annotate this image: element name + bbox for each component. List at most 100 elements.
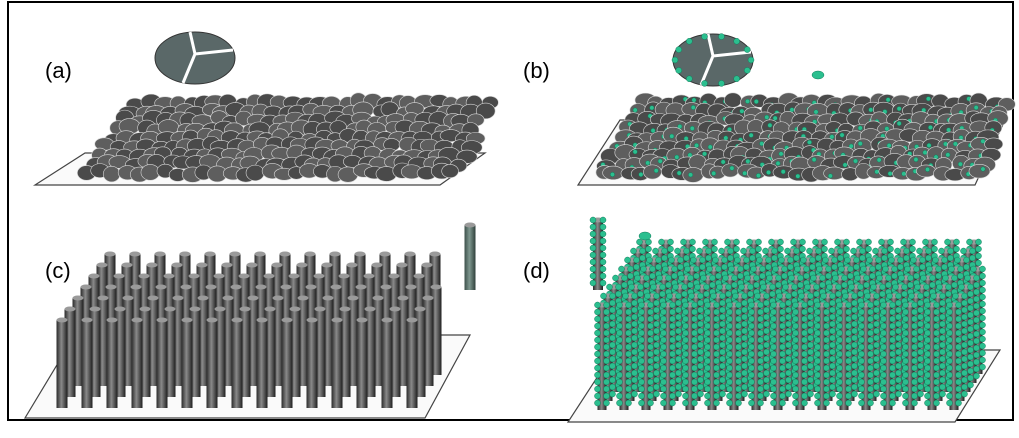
green-bead	[691, 364, 698, 372]
green-bead	[868, 107, 874, 113]
rod-top	[231, 317, 243, 323]
green-bead	[697, 292, 704, 300]
green-bead	[763, 355, 770, 363]
frame	[7, 1, 1014, 421]
rod-top	[163, 273, 175, 279]
green-bead	[895, 348, 902, 356]
green-bead	[748, 322, 755, 330]
green-bead	[757, 350, 764, 358]
green-bead	[958, 283, 965, 291]
green-bead	[770, 385, 777, 393]
rod-top	[381, 317, 393, 323]
green-bead	[616, 343, 623, 351]
green-bead	[638, 322, 645, 330]
green-bead	[823, 392, 830, 400]
green-bead	[734, 256, 741, 264]
rod	[222, 298, 234, 386]
green-bead	[746, 238, 753, 246]
green-bead	[726, 350, 733, 358]
green-bead	[765, 263, 772, 271]
green-bead	[618, 265, 625, 273]
green-bead	[845, 315, 852, 323]
green-bead	[851, 327, 858, 335]
green-bead	[801, 350, 808, 358]
green-bead	[763, 348, 770, 356]
green-bead	[757, 336, 764, 344]
green-bead	[652, 247, 659, 255]
green-bead	[669, 343, 676, 351]
green-bead	[966, 238, 973, 246]
green-bead	[690, 105, 696, 110]
green-bead	[699, 263, 706, 271]
green-bead	[647, 378, 654, 386]
green-bead	[763, 383, 770, 391]
green-bead	[814, 308, 821, 316]
green-bead	[722, 274, 729, 282]
green-bead	[757, 308, 764, 316]
green-bead	[724, 238, 731, 246]
green-bead	[873, 341, 880, 349]
green-bead	[609, 306, 616, 314]
rod	[164, 309, 176, 397]
green-bead	[735, 329, 742, 337]
green-bead	[792, 350, 799, 358]
green-bead	[625, 329, 632, 337]
green-bead	[814, 399, 821, 407]
rod	[231, 320, 243, 408]
green-bead	[616, 364, 623, 372]
green-bead	[594, 357, 601, 365]
green-bead	[681, 283, 688, 291]
green-bead	[625, 343, 632, 351]
green-bead	[823, 329, 830, 337]
green-bead	[703, 283, 710, 291]
green-bead	[686, 37, 693, 45]
green-bead	[748, 343, 755, 351]
green-bead	[794, 265, 801, 273]
green-bead	[856, 238, 863, 246]
rod-top	[313, 273, 325, 279]
green-bead	[895, 355, 902, 363]
green-bead	[930, 292, 937, 300]
green-bead	[823, 336, 830, 344]
green-bead	[814, 385, 821, 393]
green-bead	[697, 369, 704, 377]
green-bead	[682, 322, 689, 330]
rod-top	[372, 295, 384, 301]
green-bead	[631, 341, 638, 349]
green-bead	[939, 327, 946, 335]
green-bead	[735, 399, 742, 407]
rod-top	[271, 262, 283, 268]
green-bead	[631, 292, 638, 300]
green-bead	[823, 322, 830, 330]
green-bead	[660, 385, 667, 393]
green-bead	[979, 286, 986, 294]
green-bead	[669, 371, 676, 379]
green-bead	[829, 327, 836, 335]
rod	[397, 298, 409, 386]
rod	[729, 305, 739, 410]
green-bead	[836, 315, 843, 323]
green-bead	[675, 376, 682, 384]
rod	[707, 305, 717, 410]
green-bead	[973, 365, 980, 373]
green-bead	[719, 369, 726, 377]
green-bead	[621, 281, 628, 289]
green-bead	[770, 308, 777, 316]
green-bead	[625, 350, 632, 358]
green-bead	[741, 299, 748, 307]
rod-top	[196, 262, 208, 268]
green-bead	[625, 357, 632, 365]
green-bead	[973, 344, 980, 352]
green-bead	[895, 376, 902, 384]
green-bead	[895, 362, 902, 370]
green-bead	[907, 274, 914, 282]
green-bead	[665, 274, 672, 282]
rod-top	[131, 317, 143, 323]
green-bead	[963, 263, 970, 271]
green-bead	[609, 362, 616, 370]
green-bead	[689, 125, 695, 131]
green-bead	[725, 283, 732, 291]
green-bead	[625, 308, 632, 316]
green-bead	[713, 385, 720, 393]
green-bead	[691, 378, 698, 386]
